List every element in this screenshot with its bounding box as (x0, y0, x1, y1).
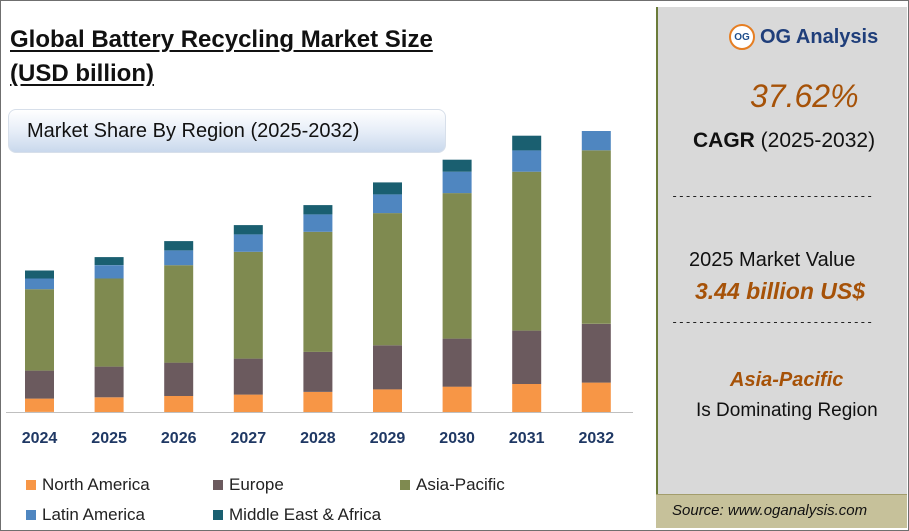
legend-item: Middle East & Africa (213, 505, 381, 525)
legend-swatch (26, 510, 36, 520)
summary-panel: OG OG Analysis 37.62% CAGR (2025-2032) -… (656, 7, 907, 528)
cagr-label-period: (2025-2032) (754, 129, 876, 152)
divider-1: ------------------------------ (671, 189, 873, 203)
bar-segment-middle-east-africa-2030 (442, 159, 472, 172)
bar-segment-middle-east-africa-2024 (25, 270, 54, 279)
x-tick-label: 2024 (22, 430, 58, 447)
bar-segment-asia-pacific-2025 (94, 278, 124, 367)
bar-segment-europe-2031 (512, 330, 542, 384)
stacked-bar-chart: 2024 2025 2026 2027 2028 2029 2030 2031 2032 (6, 131, 633, 447)
chart-title-line2: (USD billion) (10, 60, 154, 87)
bar-segment-asia-pacific-2028 (303, 231, 333, 352)
bar-segment-europe-2032 (581, 323, 611, 383)
chart-title: Global Battery Recycling Market Size (US… (10, 23, 570, 91)
bar-segment-north-america-2030 (442, 386, 472, 412)
x-tick-label: 2030 (439, 430, 475, 447)
legend-label: Middle East & Africa (229, 505, 382, 524)
bar-segment-middle-east-africa-2027 (233, 225, 263, 235)
bar-segment-asia-pacific-2031 (512, 171, 542, 331)
subtitle-banner: Market Share By Region (2025-2032) (8, 109, 446, 153)
bar-segment-asia-pacific-2024 (25, 289, 54, 371)
x-tick-label: 2029 (370, 430, 406, 447)
bar-segment-europe-2026 (164, 362, 194, 396)
bar-segment-latin-america-2031 (512, 150, 542, 172)
globe-icon: OG (729, 24, 755, 50)
bar-segment-latin-america-2025 (94, 265, 124, 279)
legend-item: Asia-Pacific (400, 475, 505, 495)
x-tick-label: 2028 (300, 430, 336, 447)
legend-item: Europe (213, 475, 284, 495)
cagr-value: 37.62% (750, 78, 859, 114)
legend-label: Asia-Pacific (416, 475, 505, 494)
bar-segment-north-america-2027 (233, 394, 263, 412)
chart-title-line1: Global Battery Recycling Market Size (10, 26, 433, 53)
bar-segment-north-america-2026 (164, 396, 194, 412)
legend-swatch (400, 480, 410, 490)
dominating-region-text: Is Dominating Region (696, 400, 878, 421)
bar-segment-north-america-2025 (94, 397, 124, 412)
bar-segment-asia-pacific-2030 (442, 193, 472, 339)
bar-segment-north-america-2024 (25, 398, 54, 412)
bar-segment-europe-2030 (442, 338, 472, 387)
bar-segment-north-america-2031 (512, 384, 542, 412)
bar-segment-asia-pacific-2032 (581, 150, 611, 324)
legend-item: Latin America (26, 505, 145, 525)
source-text: Source: www.oganalysis.com (672, 502, 868, 519)
market-value-label: 2025 Market Value (689, 249, 856, 271)
x-tick-label: 2027 (231, 430, 267, 447)
bar-segment-north-america-2029 (373, 389, 402, 412)
bar-segment-latin-america-2026 (164, 250, 194, 266)
legend-swatch (213, 510, 223, 520)
legend-swatch (26, 480, 36, 490)
bar-segment-asia-pacific-2029 (373, 213, 402, 346)
bar-segment-latin-america-2024 (25, 278, 54, 290)
dominating-region: Asia-Pacific (730, 369, 844, 391)
bar-segment-europe-2024 (25, 370, 54, 399)
divider-2: ------------------------------ (671, 315, 873, 329)
bar-segment-latin-america-2030 (442, 171, 472, 194)
legend-label: Europe (229, 475, 284, 494)
bar-segment-europe-2025 (94, 366, 124, 398)
x-tick-label: 2031 (509, 430, 545, 447)
bar-segment-asia-pacific-2027 (233, 251, 263, 359)
bar-segment-north-america-2028 (303, 392, 333, 412)
x-tick-label: 2032 (579, 430, 615, 447)
bar-segment-middle-east-africa-2025 (94, 257, 124, 266)
legend-item: North America (26, 475, 150, 495)
chart-legend: North America Europe Asia-Pacific Latin Ame… (26, 475, 646, 531)
bar-segment-asia-pacific-2026 (164, 265, 194, 363)
x-tick-label: 2026 (161, 430, 197, 447)
legend-swatch (213, 480, 223, 490)
cagr-label: CAGR (2025-2032) (693, 129, 875, 153)
bar-segment-europe-2029 (373, 345, 402, 390)
bar-segment-middle-east-africa-2028 (303, 205, 333, 215)
chart-subtitle: Market Share By Region (2025-2032) (27, 120, 360, 142)
legend-label: North America (42, 475, 150, 494)
bar-segment-europe-2028 (303, 351, 333, 392)
bar-segment-middle-east-africa-2029 (373, 182, 402, 195)
bar-segment-latin-america-2032 (581, 131, 611, 151)
legend-label: Latin America (42, 505, 145, 524)
bar-segment-middle-east-africa-2031 (512, 135, 542, 151)
bar-segment-latin-america-2029 (373, 194, 402, 214)
market-value: 3.44 billion US$ (695, 278, 865, 304)
bar-segment-middle-east-africa-2026 (164, 241, 194, 251)
x-tick-label: 2025 (91, 430, 127, 447)
bar-segment-north-america-2032 (581, 382, 611, 412)
bar-segment-latin-america-2028 (303, 214, 333, 232)
brand-logo: OG OG Analysis (729, 24, 878, 50)
bar-segment-latin-america-2027 (233, 234, 263, 252)
brand-name: OG Analysis (760, 25, 879, 48)
cagr-label-bold: CAGR (693, 129, 755, 152)
source-bar: Source: www.oganalysis.com (656, 494, 907, 528)
bar-segment-europe-2027 (233, 358, 263, 395)
